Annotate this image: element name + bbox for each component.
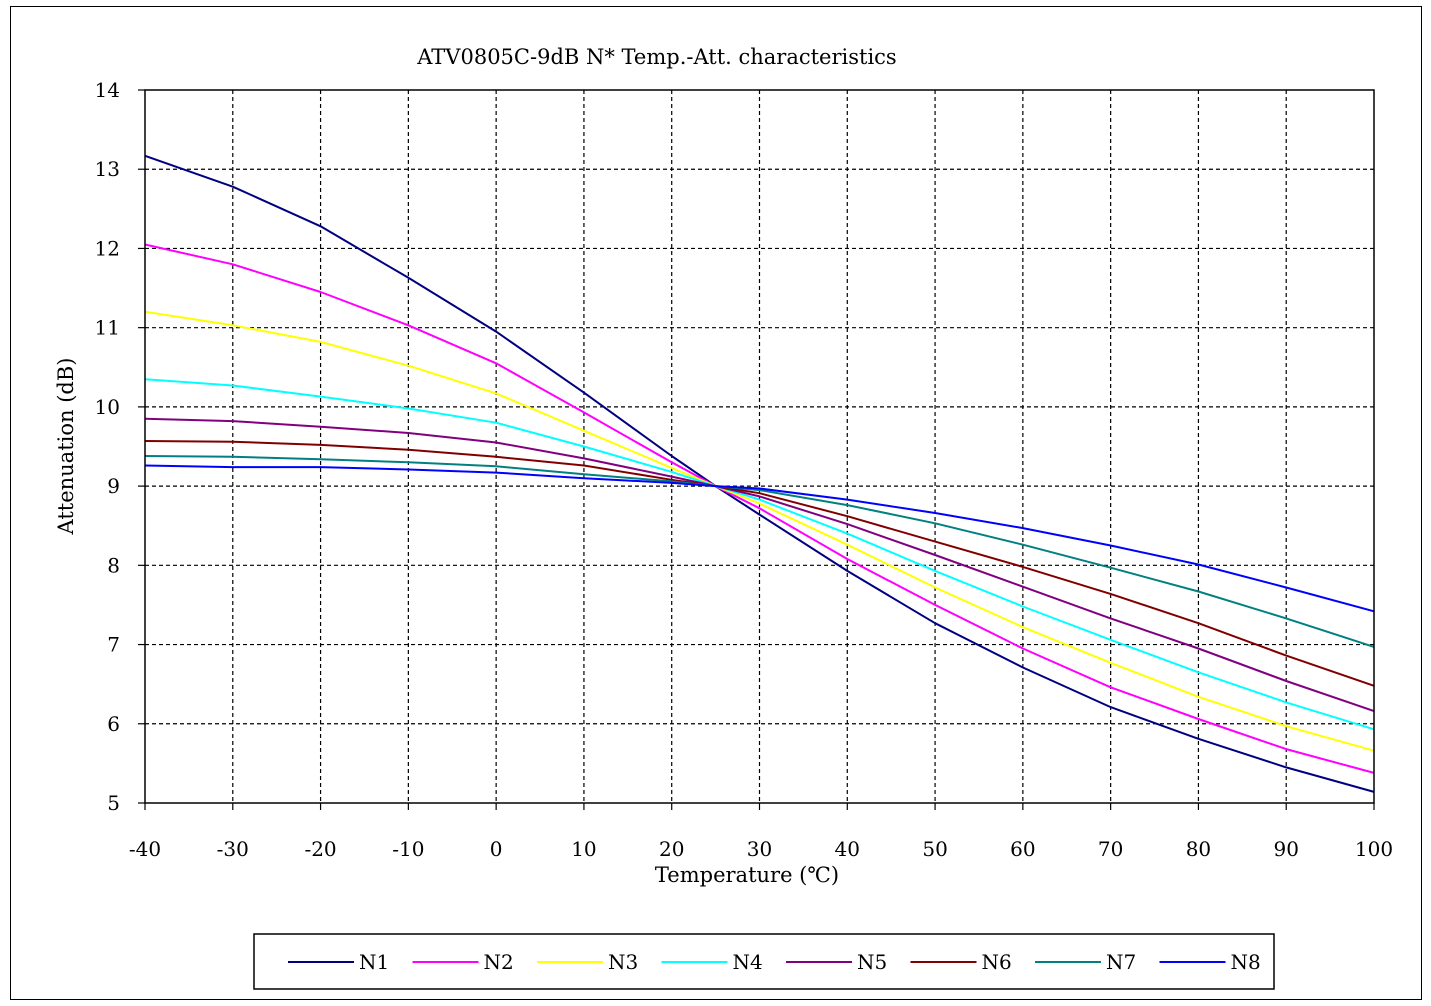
x-tick-label: 70: [1098, 837, 1123, 861]
legend-label-n7: N7: [1106, 950, 1136, 974]
x-tick-label: 60: [1010, 837, 1035, 861]
y-tick-label: 7: [107, 633, 120, 657]
x-tick-label: 100: [1355, 837, 1393, 861]
y-tick-label: 8: [107, 553, 120, 577]
legend-label-n6: N6: [982, 950, 1012, 974]
series-line-n5: [144, 417, 1375, 713]
series-line-n8: [144, 464, 1375, 613]
x-axis-label: Temperature (℃): [655, 863, 839, 887]
x-tick-label: 20: [659, 837, 684, 861]
y-tick-label: 10: [95, 395, 120, 419]
chart-title: ATV0805C-9dB N* Temp.-Att. characteristi…: [416, 45, 896, 69]
plot-area: [144, 89, 1375, 804]
legend-label-n4: N4: [733, 950, 763, 974]
series-line-n6: [144, 440, 1375, 687]
x-tick-label: 10: [571, 837, 596, 861]
legend-label-n3: N3: [608, 950, 638, 974]
x-tick-label: 80: [1186, 837, 1211, 861]
series-line-n2: [144, 243, 1375, 774]
x-tick-layer: -40 -30 -20 -10 0 10 20 30 40 50 60 70 80 90 100: [129, 837, 1393, 861]
y-axis-label: Attenuation (dB): [54, 358, 78, 536]
x-tick-label: 90: [1273, 837, 1298, 861]
legend-label-n1: N1: [359, 950, 389, 974]
x-tick-label: -20: [304, 837, 336, 861]
y-tick-label: 9: [107, 474, 120, 498]
series-line-n1: [144, 154, 1375, 793]
series-line-n3: [144, 310, 1375, 752]
y-tick-layer: 5 6 7 8 9 10 11 12 13 14: [95, 78, 120, 815]
x-tick-label: -40: [129, 837, 161, 861]
legend-label-n8: N8: [1231, 950, 1261, 974]
y-tick-label: 12: [95, 236, 120, 260]
legend-label-n5: N5: [857, 950, 887, 974]
x-tick-label: 50: [922, 837, 947, 861]
x-tick-label: 0: [490, 837, 503, 861]
x-tick-label: 40: [835, 837, 860, 861]
y-tick-label: 13: [95, 157, 120, 181]
x-tick-label: 30: [747, 837, 772, 861]
chart-frame: [10, 6, 1422, 1000]
grid-layer: [138, 89, 1375, 810]
y-tick-label: 5: [107, 791, 120, 815]
y-tick-label: 14: [95, 78, 120, 102]
legend-layer: N1 N2 N3 N4 N5 N6 N7 N8: [288, 950, 1261, 974]
series-layer: [144, 154, 1375, 793]
y-tick-label: 6: [107, 712, 120, 736]
y-tick-label: 11: [95, 316, 120, 340]
x-tick-label: -10: [392, 837, 424, 861]
series-line-n4: [144, 378, 1375, 731]
x-tick-label: -30: [217, 837, 249, 861]
legend-label-n2: N2: [484, 950, 514, 974]
